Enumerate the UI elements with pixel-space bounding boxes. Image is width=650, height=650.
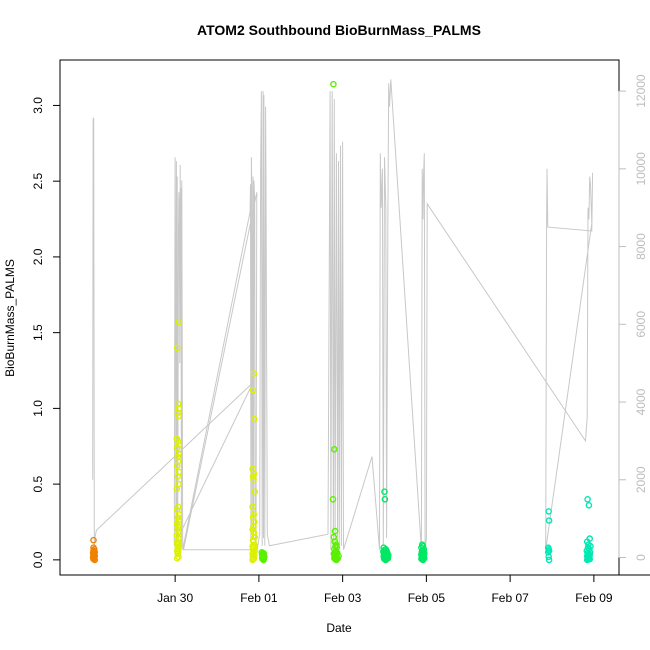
data-point xyxy=(174,503,182,511)
y-tick-label: 3.0 xyxy=(31,97,45,114)
data-point xyxy=(250,476,257,483)
data-point xyxy=(250,511,258,518)
data-point xyxy=(173,485,181,493)
chart-title: ATOM2 Southbound BioBurnMass_PALMS xyxy=(197,22,481,38)
y2-tick-label: 12000 xyxy=(634,74,648,108)
data-point xyxy=(419,556,427,564)
data-point xyxy=(175,412,182,420)
data-point xyxy=(174,409,181,417)
data-point xyxy=(250,370,258,377)
data-point xyxy=(175,318,183,326)
y2-tick-label: 4000 xyxy=(634,388,648,415)
data-point xyxy=(250,470,258,477)
data-point xyxy=(249,386,257,394)
x-tick-label: Feb 03 xyxy=(324,591,362,605)
data-point xyxy=(330,445,338,453)
data-point xyxy=(583,556,591,564)
x-tick-label: Feb 09 xyxy=(575,591,613,605)
data-point xyxy=(545,553,553,561)
data-point xyxy=(585,501,593,509)
data-point xyxy=(91,556,99,564)
y2-tick-label: 8000 xyxy=(634,233,648,260)
data-point xyxy=(250,415,258,423)
y2-tick-label: 10000 xyxy=(634,152,648,186)
data-point xyxy=(249,503,256,511)
data-point xyxy=(173,462,181,470)
y-tick-label: 2.0 xyxy=(31,248,45,265)
x-tick-label: Feb 01 xyxy=(240,591,278,605)
data-point xyxy=(381,488,388,496)
data-point xyxy=(249,473,257,480)
data-point xyxy=(174,514,181,521)
data-point xyxy=(330,80,337,88)
data-point xyxy=(173,444,181,452)
data-point xyxy=(331,527,339,535)
points-layer xyxy=(89,80,594,564)
data-point xyxy=(583,538,591,546)
x-tick-label: Feb 05 xyxy=(408,591,446,605)
y-tick-label: 1.0 xyxy=(31,400,45,417)
data-point xyxy=(545,517,553,524)
data-point xyxy=(173,520,181,527)
y-tick-label: 1.5 xyxy=(31,324,45,341)
data-point xyxy=(175,553,182,561)
data-point xyxy=(584,495,591,503)
y-axis: 0.0 0.5 1.0 1.5 2.0 2.5 3.0 xyxy=(31,97,61,568)
data-point xyxy=(175,511,183,518)
x-tick-label: Jan 30 xyxy=(157,591,193,605)
y2-tick-label: 6000 xyxy=(634,311,648,338)
data-point xyxy=(249,556,256,564)
data-point xyxy=(545,508,553,515)
y2-axis: 0 2000 4000 6000 8000 10000 12000 xyxy=(618,74,648,561)
altitude-line-path xyxy=(92,79,594,551)
y2-tick-label: 0 xyxy=(634,554,648,561)
y-axis-label: BioBurnMass_PALMS xyxy=(3,259,17,377)
data-point xyxy=(90,536,97,544)
data-point xyxy=(173,555,181,562)
data-point xyxy=(250,523,257,530)
data-point xyxy=(333,556,340,564)
data-point xyxy=(174,473,181,480)
y2-tick-label: 2000 xyxy=(634,466,648,493)
x-axis-label: Date xyxy=(326,621,352,635)
data-point xyxy=(251,488,258,496)
data-point xyxy=(174,526,181,533)
data-point xyxy=(545,556,553,564)
data-point xyxy=(382,556,390,564)
y-tick-label: 2.5 xyxy=(31,173,45,190)
data-point xyxy=(174,523,182,530)
data-point xyxy=(175,450,182,458)
data-point xyxy=(173,344,181,352)
data-point xyxy=(329,495,337,503)
y-tick-label: 0.0 xyxy=(31,551,45,568)
altitude-line xyxy=(92,79,594,551)
data-point xyxy=(381,495,389,503)
data-point xyxy=(174,438,182,446)
y-tick-label: 0.5 xyxy=(31,475,45,492)
x-tick-label: Feb 07 xyxy=(491,591,529,605)
data-point xyxy=(260,556,267,564)
